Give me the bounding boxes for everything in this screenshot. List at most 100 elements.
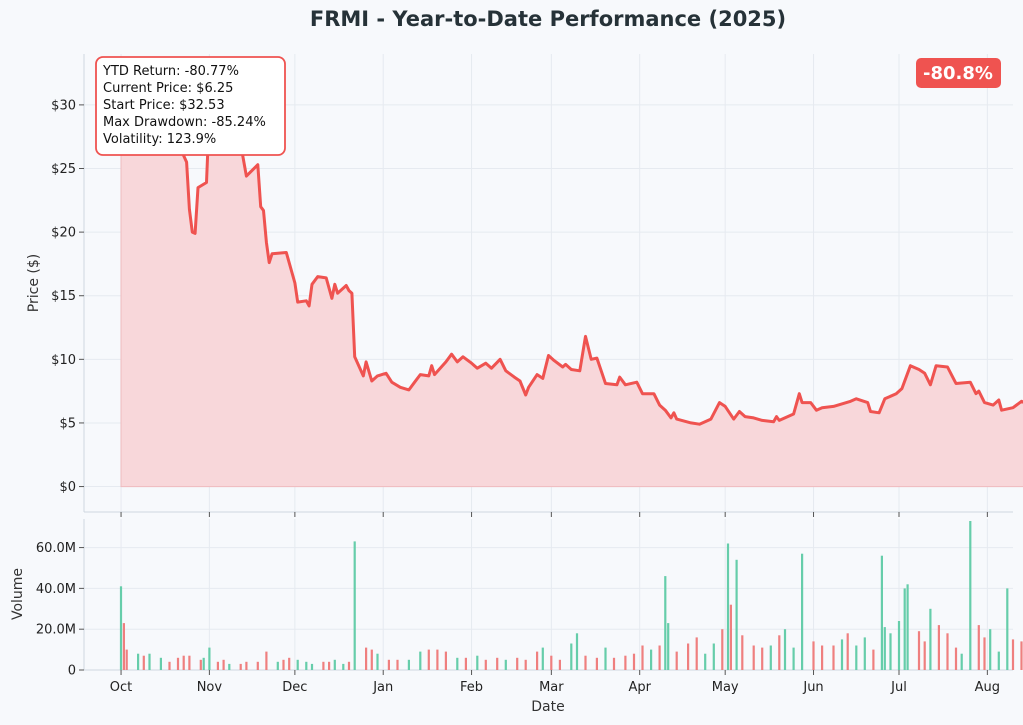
volume-bar (929, 608, 932, 670)
volume-bar (880, 555, 883, 670)
volume-bar (245, 661, 248, 670)
volume-bar (536, 651, 539, 670)
volume-bar (741, 635, 744, 670)
volume-bar (288, 657, 291, 670)
x-tick-label: Oct (110, 680, 132, 695)
price-y-tick-label: $0 (59, 480, 76, 495)
volume-bar (296, 659, 299, 670)
volume-bar (977, 625, 980, 670)
price-y-ticks: $0 $5 $10 $15 $20 $25 $30 (51, 98, 84, 495)
price-x-ticks (120, 512, 988, 517)
volume-bar (276, 661, 279, 670)
volume-bar (570, 643, 573, 670)
volume-bar (370, 649, 373, 670)
volume-bar (322, 661, 325, 670)
chart-title: FRMI - Year-to-Date Performance (2025) (310, 7, 786, 31)
volume-bar (387, 659, 390, 670)
x-tick-label: Nov (197, 680, 223, 695)
volume-bar (119, 586, 123, 670)
volume-bar (584, 655, 587, 670)
volume-bar (726, 543, 730, 670)
volume-bar (550, 655, 553, 670)
volume-bar (983, 637, 986, 670)
volume-bars (119, 521, 1023, 670)
volume-bar (624, 655, 627, 670)
volume-bar (650, 649, 653, 670)
volume-bar (989, 629, 992, 670)
volume-bar (484, 659, 487, 670)
price-y-tick-label: $15 (51, 289, 76, 304)
volume-bar (142, 655, 145, 670)
volume-bar (342, 663, 345, 670)
volume-bar (199, 659, 202, 670)
stats-volatility: Volatility: 123.9% (103, 132, 216, 147)
volume-bar (265, 651, 268, 670)
volume-bar (752, 645, 755, 670)
volume-bar (176, 657, 180, 670)
volume-bar (840, 639, 844, 670)
volume-bar (396, 659, 399, 670)
volume-bar (897, 621, 901, 670)
volume-bar (937, 625, 940, 670)
price-y-tick-label: $25 (51, 162, 76, 177)
volume-bar (832, 645, 835, 670)
volume-bar (801, 553, 804, 670)
volume-bar (310, 663, 314, 670)
volume-bar (812, 641, 815, 670)
x-tick-label: Feb (460, 680, 483, 695)
volume-bar (595, 657, 598, 670)
x-tick-label: Mar (539, 680, 564, 695)
volume-bar (846, 633, 849, 670)
volume-bar (783, 629, 787, 670)
volume-bar (664, 576, 667, 670)
volume-bar (721, 629, 724, 670)
volume-bar (969, 521, 972, 670)
volume-bar (333, 659, 336, 670)
stats-start-price: Start Price: $32.53 (103, 98, 225, 113)
volume-bar (687, 643, 690, 670)
price-y-tick-label: $5 (59, 416, 76, 431)
stats-box: YTD Return: -80.77% Current Price: $6.25… (95, 56, 286, 156)
volume-bar (906, 584, 909, 670)
volume-bar (365, 647, 368, 670)
volume-bar (735, 559, 738, 670)
volume-bar (122, 623, 125, 670)
volume-bar (903, 588, 906, 670)
volume-bar (516, 657, 519, 670)
volume-bar (376, 653, 379, 670)
volume-bar (353, 541, 356, 670)
volume-y-axis-label: Volume (10, 568, 26, 620)
volume-panel: 0 20.0M 40.0M 60.0M Oct Nov Dec Jan Feb Mar Apr Ma… (10, 519, 1023, 715)
volume-bar (464, 657, 467, 670)
price-panel: $0 $5 $10 $15 $20 $25 $30 Price ($) (26, 54, 1023, 517)
volume-bar (695, 637, 698, 670)
x-tick-label: Jul (890, 680, 907, 695)
volume-bar (712, 643, 715, 670)
volume-bar (456, 657, 459, 670)
volume-bar (954, 647, 958, 670)
volume-bar (863, 637, 866, 670)
volume-y-tick-label: 60.0M (36, 541, 76, 556)
volume-bar (997, 651, 1000, 670)
volume-bar (208, 647, 211, 670)
volume-bar (917, 631, 921, 670)
stats-box-frame (95, 56, 286, 156)
price-y-tick-label: $30 (51, 98, 76, 113)
volume-y-tick-label: 20.0M (36, 623, 76, 638)
volume-bar (419, 651, 422, 670)
volume-y-ticks: 0 20.0M 40.0M 60.0M (36, 541, 84, 679)
x-tick-label: Jan (372, 680, 393, 695)
ytd-return-badge-bg (916, 58, 1001, 88)
volume-x-ticks: Oct Nov Dec Jan Feb Mar Apr May Jun Jul Aug (110, 670, 1000, 695)
volume-bar (202, 657, 205, 670)
volume-bar (704, 653, 707, 670)
volume-bar (541, 647, 544, 670)
x-axis-label: Date (531, 699, 564, 715)
volume-bar (923, 641, 926, 670)
volume-bar (769, 645, 772, 670)
volume-bar (604, 647, 607, 670)
volume-bar (476, 655, 479, 670)
volume-bar (1020, 641, 1023, 670)
ytd-return-badge-text: -80.8% (923, 63, 993, 84)
